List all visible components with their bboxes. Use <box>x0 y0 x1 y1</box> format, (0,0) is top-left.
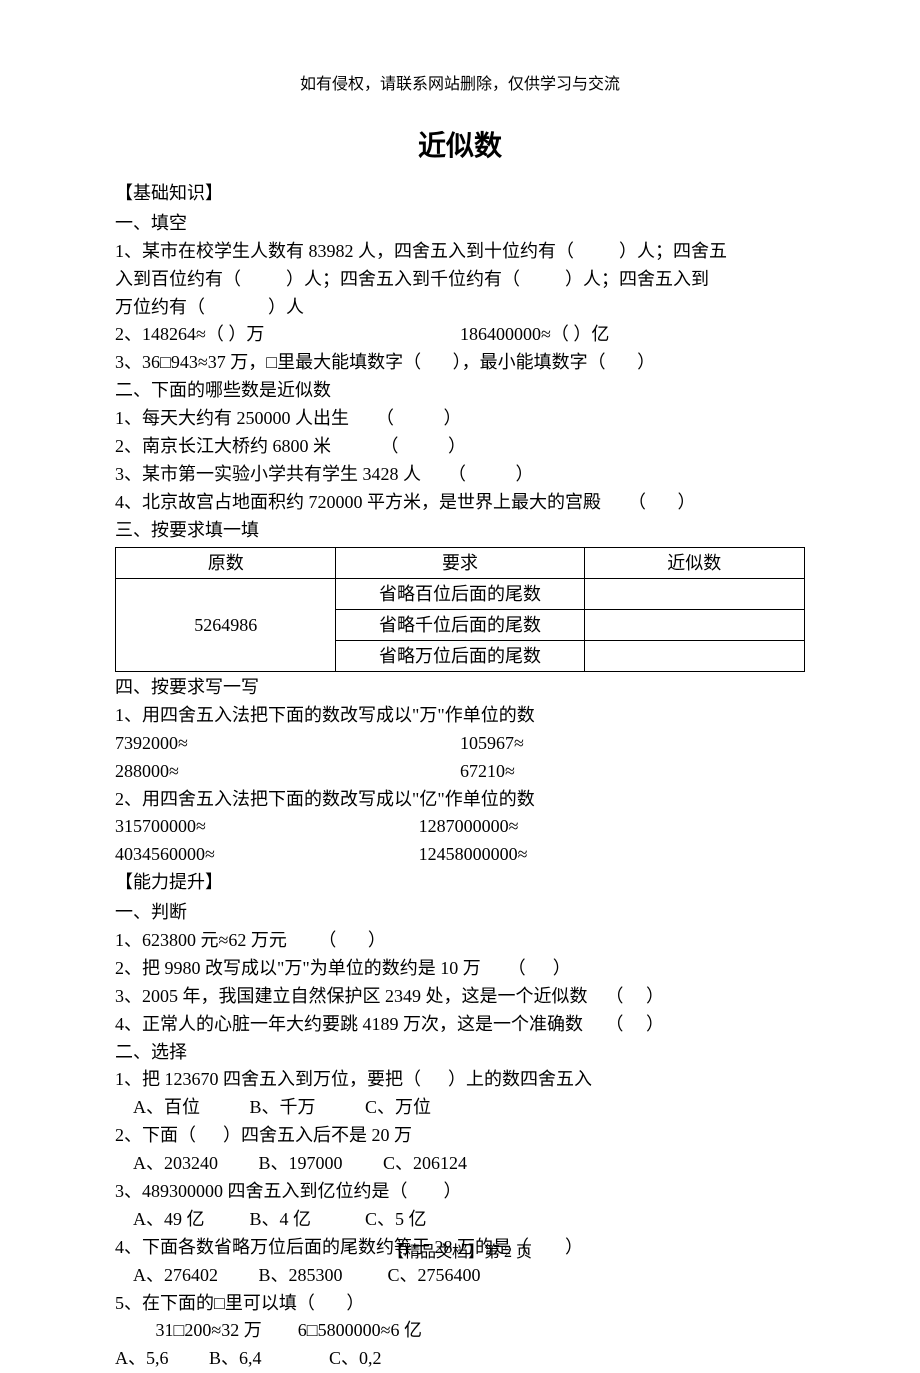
approx-heading: 二、下面的哪些数是近似数 <box>115 377 805 405</box>
judge-q2: 2、把 9980 改写成以"万"为单位的数约是 10 万 （ ） <box>115 955 805 983</box>
judge-q1: 1、623800 元≈62 万元 （ ） <box>115 927 805 955</box>
document-title: 近似数 <box>115 124 805 164</box>
write-q1: 1、用四舍五入法把下面的数改写成以"万"作单位的数 <box>115 702 805 730</box>
write-r2a: 288000≈ <box>115 758 460 786</box>
choice-q5-sub: 31□200≈32 万 6□5800000≈6 亿 <box>115 1317 805 1345</box>
choice-q4-options: A、276402 B、285300 C、2756400 <box>115 1262 805 1290</box>
th-requirement: 要求 <box>336 547 584 578</box>
th-original: 原数 <box>116 547 336 578</box>
write-r4a: 4034560000≈ <box>115 841 419 869</box>
write-r2b: 67210≈ <box>460 758 805 786</box>
write-row1: 7392000≈ 105967≈ <box>115 730 805 758</box>
approx-q1: 1、每天大约有 250000 人出生 （ ） <box>115 405 805 433</box>
cell-ans1 <box>584 578 805 609</box>
header-note: 如有侵权，请联系网站删除，仅供学习与交流 <box>115 70 805 94</box>
write-row3: 315700000≈ 1287000000≈ <box>115 813 805 841</box>
judge-q3: 3、2005 年，我国建立自然保护区 2349 处，这是一个近似数 （ ） <box>115 983 805 1011</box>
approx-q4: 4、北京故宫占地面积约 720000 平方米，是世界上最大的宫殿 （ ） <box>115 489 805 517</box>
cell-req1: 省略百位后面的尾数 <box>336 578 584 609</box>
write-r3b: 1287000000≈ <box>419 813 805 841</box>
choice-q5-options: A、5,6 B、6,4 C、0,2 <box>115 1345 805 1373</box>
page-container: 如有侵权，请联系网站删除，仅供学习与交流 近似数 【基础知识】 一、填空 1、某… <box>0 0 920 1302</box>
cell-ans2 <box>584 609 805 640</box>
cell-req2: 省略千位后面的尾数 <box>336 609 584 640</box>
choice-heading: 二、选择 <box>115 1039 805 1067</box>
write-r4b: 12458000000≈ <box>419 841 805 869</box>
section-header-advanced: 【能力提升】 <box>115 869 805 897</box>
q1-line1: 1、某市在校学生人数有 83982 人，四舍五入到十位约有（ ）人；四舍五 <box>115 238 805 266</box>
choice-q3: 3、489300000 四舍五入到亿位约是（ ） <box>115 1178 805 1206</box>
write-row2: 288000≈ 67210≈ <box>115 758 805 786</box>
approx-q2: 2、南京长江大桥约 6800 米 （ ） <box>115 433 805 461</box>
table-row: 5264986 省略百位后面的尾数 <box>116 578 805 609</box>
write-r1b: 105967≈ <box>460 730 805 758</box>
write-r3a: 315700000≈ <box>115 813 419 841</box>
q3-line: 3、36□943≈37 万，□里最大能填数字（ ），最小能填数字（ ） <box>115 349 805 377</box>
q1-line2: 入到百位约有（ ）人；四舍五入到千位约有（ ）人；四舍五入到 <box>115 266 805 294</box>
fill-blank-heading: 一、填空 <box>115 210 805 238</box>
table-heading: 三、按要求填一填 <box>115 517 805 545</box>
q2-left: 2、148264≈（ ）万 <box>115 321 460 349</box>
write-r1a: 7392000≈ <box>115 730 460 758</box>
q2-right: 186400000≈（ ）亿 <box>460 321 805 349</box>
choice-q2: 2、下面（ ）四舍五入后不是 20 万 <box>115 1122 805 1150</box>
cell-ans3 <box>584 640 805 671</box>
cell-number: 5264986 <box>116 578 336 671</box>
th-approx: 近似数 <box>584 547 805 578</box>
table-header-row: 原数 要求 近似数 <box>116 547 805 578</box>
approx-q3: 3、某市第一实验小学共有学生 3428 人 （ ） <box>115 461 805 489</box>
q1-line3: 万位约有（ ）人 <box>115 294 805 322</box>
write-row4: 4034560000≈ 12458000000≈ <box>115 841 805 869</box>
cell-req3: 省略万位后面的尾数 <box>336 640 584 671</box>
requirement-table: 原数 要求 近似数 5264986 省略百位后面的尾数 省略千位后面的尾数 省略… <box>115 547 805 672</box>
q2-row: 2、148264≈（ ）万 186400000≈（ ）亿 <box>115 321 805 349</box>
choice-q5: 5、在下面的□里可以填（ ） <box>115 1290 805 1318</box>
choice-q1: 1、把 123670 四舍五入到万位，要把（ ）上的数四舍五入 <box>115 1066 805 1094</box>
section-header-basic: 【基础知识】 <box>115 180 805 208</box>
choice-q2-options: A、203240 B、197000 C、206124 <box>115 1150 805 1178</box>
judge-q4: 4、正常人的心脏一年大约要跳 4189 万次，这是一个准确数 （ ） <box>115 1011 805 1039</box>
choice-q3-options: A、49 亿 B、4 亿 C、5 亿 <box>115 1206 805 1234</box>
judge-heading: 一、判断 <box>115 899 805 927</box>
choice-q1-options: A、百位 B、千万 C、万位 <box>115 1094 805 1122</box>
page-footer: 【精品文档】第 2 页 <box>0 1238 920 1262</box>
write-heading: 四、按要求写一写 <box>115 674 805 702</box>
write-q2: 2、用四舍五入法把下面的数改写成以"亿"作单位的数 <box>115 786 805 814</box>
